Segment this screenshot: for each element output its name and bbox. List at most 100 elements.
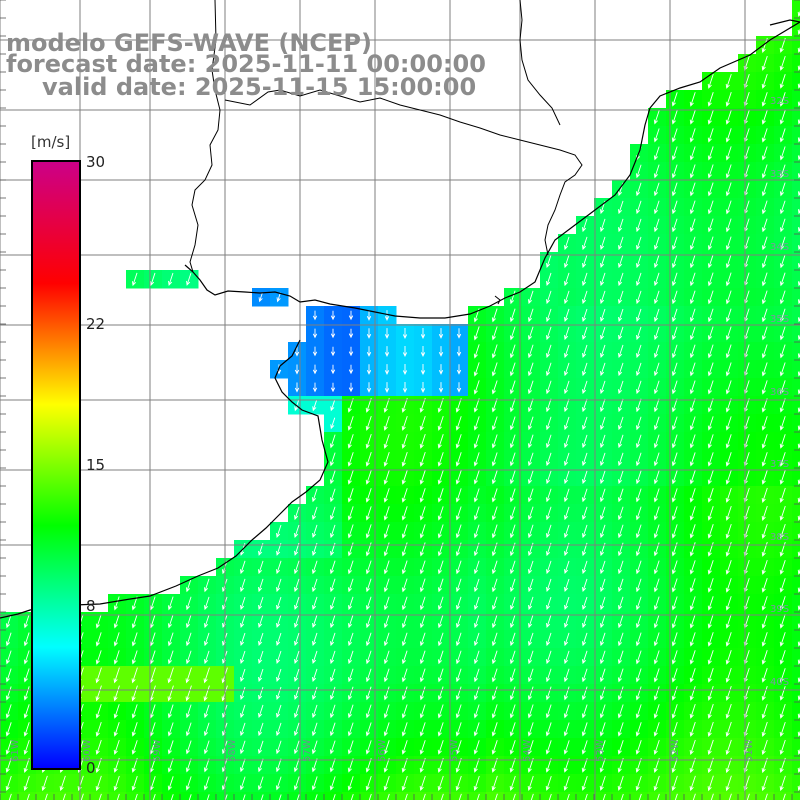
wind-vector-arrow [707,775,714,792]
wind-vector-arrow [419,686,426,701]
wind-vector-arrow [59,775,66,792]
wind-vector-arrow [494,793,498,800]
wind-vector-arrow [294,614,300,629]
wind-speed-cell [792,450,800,469]
wind-vector-arrow [600,596,606,611]
wind-vector-arrow [329,470,336,485]
wind-vector-arrow [564,560,570,575]
wind-vector-arrow [527,308,534,323]
latitude-label: 32S [770,96,789,107]
wind-vector-arrow [653,380,660,395]
wind-vector-arrow [545,398,552,413]
wind-vector-arrow [761,182,768,197]
colorbar-tick-label: 0 [86,759,96,777]
wind-vector-arrow [294,524,300,539]
wind-vector-arrow [761,398,768,413]
wind-vector-arrow [347,488,354,503]
wind-vector-arrow [779,614,786,629]
wind-vector-arrow [582,398,588,413]
wind-vector-arrow [725,73,732,89]
wind-vector-arrow [258,704,264,719]
wind-vector-arrow [98,793,102,800]
wind-vector-arrow [546,272,552,287]
wind-vector-arrow [779,452,786,467]
wind-vector-arrow [366,382,372,393]
wind-vector-arrow [707,362,714,377]
wind-vector-arrow [348,382,354,393]
wind-vector-arrow [564,308,570,323]
wind-speed-cell [144,792,163,800]
wind-vector-arrow [689,668,696,683]
wind-vector-arrow [419,452,426,467]
wind-vector-arrow [113,596,120,611]
wind-vector-arrow [617,578,624,593]
wind-speed-cell [792,36,800,55]
wind-vector-arrow [692,793,696,800]
wind-vector-arrow [311,722,318,737]
wind-vector-arrow [185,614,192,629]
wind-vector-arrow [635,614,642,629]
wind-vector-arrow [761,452,768,467]
wind-vector-arrow [491,560,498,575]
wind-vector-arrow [530,793,534,800]
wind-vector-arrow [347,470,354,485]
colorbar [31,160,81,770]
wind-vector-arrow [653,650,660,665]
wind-vector-arrow [509,614,516,629]
wind-vector-arrow [383,506,390,521]
wind-vector-arrow [455,614,462,629]
wind-vector-arrow [23,739,30,755]
wind-speed-cell [792,720,800,739]
wind-vector-arrow [330,310,336,321]
wind-vector-arrow [599,650,606,665]
wind-vector-arrow [149,614,156,629]
wind-vector-arrow [635,164,642,179]
wind-vector-arrow [491,524,498,539]
wind-vector-arrow [240,650,246,664]
wind-vector-arrow [491,596,498,611]
wind-vector-arrow [455,632,462,647]
wind-vector-arrow [527,362,534,377]
wind-vector-arrow [653,254,660,269]
wind-vector-arrow [401,596,408,611]
wind-vector-arrow [581,722,588,737]
wind-vector-arrow [527,470,534,485]
wind-vector-arrow [5,668,12,683]
wind-vector-arrow [761,523,768,539]
wind-vector-arrow [455,704,462,719]
wind-vector-arrow [563,380,570,395]
wind-vector-arrow [689,344,696,359]
wind-vector-arrow [563,434,570,449]
wind-vector-arrow [311,758,318,773]
wind-vector-arrow [512,793,516,800]
wind-vector-arrow [600,452,606,467]
wind-speed-cell [774,792,793,800]
wind-speed-cell [792,162,800,181]
wind-vector-arrow [149,632,156,647]
wind-vector-arrow [671,416,678,431]
wind-vector-arrow [707,739,714,756]
wind-vector-arrow [600,362,606,377]
wind-vector-arrow [599,740,606,755]
wind-vector-arrow [329,578,336,593]
wind-vector-arrow [458,793,462,800]
wind-vector-arrow [293,776,300,791]
wind-vector-arrow [491,326,498,341]
wind-vector-arrow [419,488,426,503]
wind-vector-arrow [635,596,642,611]
model-title: modelo GEFS-WAVE (NCEP) [6,29,372,57]
wind-vector-arrow [347,704,354,719]
wind-vector-arrow [689,326,696,341]
wind-vector-arrow [671,200,678,215]
wind-vector-arrow [329,722,336,737]
wind-speed-cell [162,792,181,800]
wind-vector-arrow [636,254,642,269]
wind-vector-arrow [707,164,714,179]
wind-speed-cell [684,792,703,800]
wind-vector-arrow [260,794,264,800]
wind-vector-arrow [167,596,174,611]
wind-vector-arrow [725,523,732,539]
wind-vector-arrow [563,775,570,791]
wind-vector-arrow [725,487,732,503]
wind-vector-arrow [168,272,174,286]
